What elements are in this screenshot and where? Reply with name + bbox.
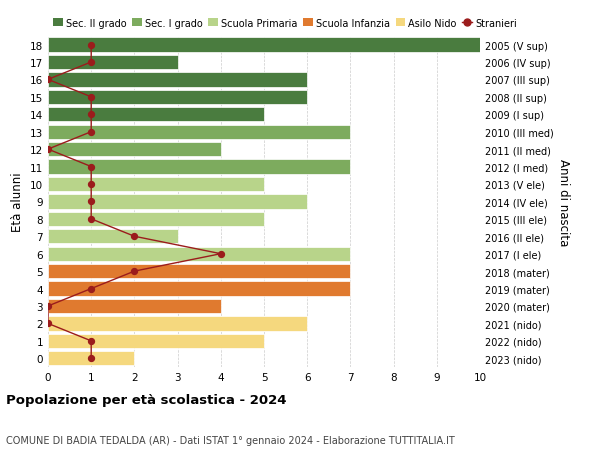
Bar: [48, 230, 178, 244]
Bar: [48, 352, 134, 366]
Point: [43, 77, 53, 84]
Point: [130, 268, 139, 275]
Point: [43, 302, 53, 310]
Point: [86, 181, 96, 188]
Point: [86, 337, 96, 345]
Y-axis label: Età alunni: Età alunni: [11, 172, 25, 232]
Point: [86, 94, 96, 101]
Bar: [48, 299, 221, 313]
Point: [86, 198, 96, 206]
Bar: [48, 143, 221, 157]
Bar: [48, 73, 307, 87]
Bar: [48, 56, 178, 70]
Bar: [48, 178, 264, 192]
Point: [130, 233, 139, 241]
Point: [43, 320, 53, 327]
Point: [86, 42, 96, 49]
Bar: [48, 247, 350, 261]
Point: [86, 129, 96, 136]
Y-axis label: Anni di nascita: Anni di nascita: [557, 158, 570, 246]
Point: [86, 112, 96, 119]
Bar: [48, 212, 264, 226]
Bar: [48, 90, 307, 105]
Bar: [48, 125, 350, 140]
Point: [43, 146, 53, 153]
Bar: [48, 317, 307, 331]
Point: [86, 216, 96, 223]
Bar: [48, 282, 350, 296]
Point: [86, 59, 96, 67]
Bar: [48, 38, 480, 52]
Point: [216, 251, 226, 258]
Legend: Sec. II grado, Sec. I grado, Scuola Primaria, Scuola Infanzia, Asilo Nido, Stran: Sec. II grado, Sec. I grado, Scuola Prim…: [53, 18, 517, 28]
Point: [86, 355, 96, 362]
Bar: [48, 264, 350, 279]
Text: Popolazione per età scolastica - 2024: Popolazione per età scolastica - 2024: [6, 393, 287, 406]
Point: [86, 285, 96, 292]
Bar: [48, 108, 264, 122]
Bar: [48, 334, 264, 348]
Bar: [48, 160, 350, 174]
Text: COMUNE DI BADIA TEDALDA (AR) - Dati ISTAT 1° gennaio 2024 - Elaborazione TUTTITA: COMUNE DI BADIA TEDALDA (AR) - Dati ISTA…: [6, 435, 455, 445]
Point: [86, 163, 96, 171]
Bar: [48, 195, 307, 209]
